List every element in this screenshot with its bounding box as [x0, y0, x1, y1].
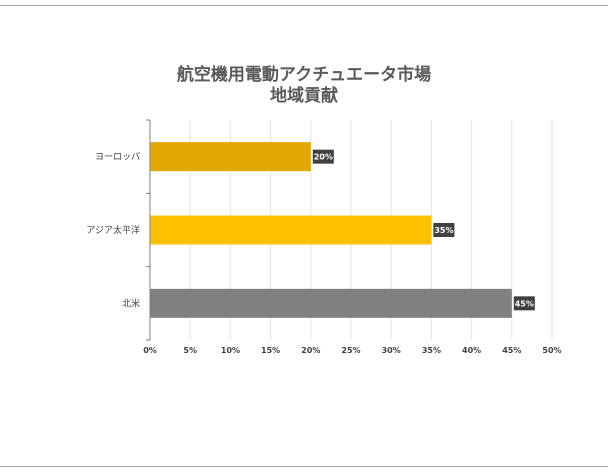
chart-title-line-1: 航空機用電動アクチュエータ市場 — [176, 65, 432, 85]
x-tick-label: 0% — [143, 346, 157, 355]
category-label: アジア太平洋 — [86, 224, 140, 236]
x-tick-label: 45% — [502, 346, 521, 355]
bars — [150, 142, 512, 318]
data-label: 45% — [515, 299, 534, 308]
x-tick-label: 5% — [183, 346, 197, 355]
x-tick-label: 20% — [301, 346, 320, 355]
data-labels: 20% 35% 45% — [312, 149, 535, 311]
data-label-box — [513, 296, 535, 311]
bar-3 — [150, 288, 512, 318]
bar-1 — [150, 142, 311, 172]
x-tick-label: 15% — [261, 346, 280, 355]
data-label-box — [433, 223, 455, 237]
value-axis-ticks: 0% 5% 10% 15% 20% 25% 30% 35% 40% 45% 50% — [143, 346, 561, 355]
bar-2 — [150, 215, 432, 245]
top-divider — [0, 5, 608, 6]
x-tick-label: 40% — [462, 346, 481, 355]
x-tick-label: 50% — [542, 346, 561, 355]
bottom-divider — [0, 466, 608, 467]
data-label: 20% — [314, 153, 333, 162]
category-label: ヨーロッパ — [95, 152, 140, 163]
x-tick-label: 30% — [382, 346, 401, 355]
x-tick-label: 10% — [221, 346, 240, 355]
data-label-box — [312, 149, 334, 164]
category-label: 北米 — [122, 297, 140, 309]
data-label: 35% — [434, 226, 453, 235]
x-tick-label: 35% — [422, 346, 441, 355]
chart-title-line-2: 地域貢献 — [270, 86, 338, 106]
x-tick-label: 25% — [341, 346, 360, 355]
